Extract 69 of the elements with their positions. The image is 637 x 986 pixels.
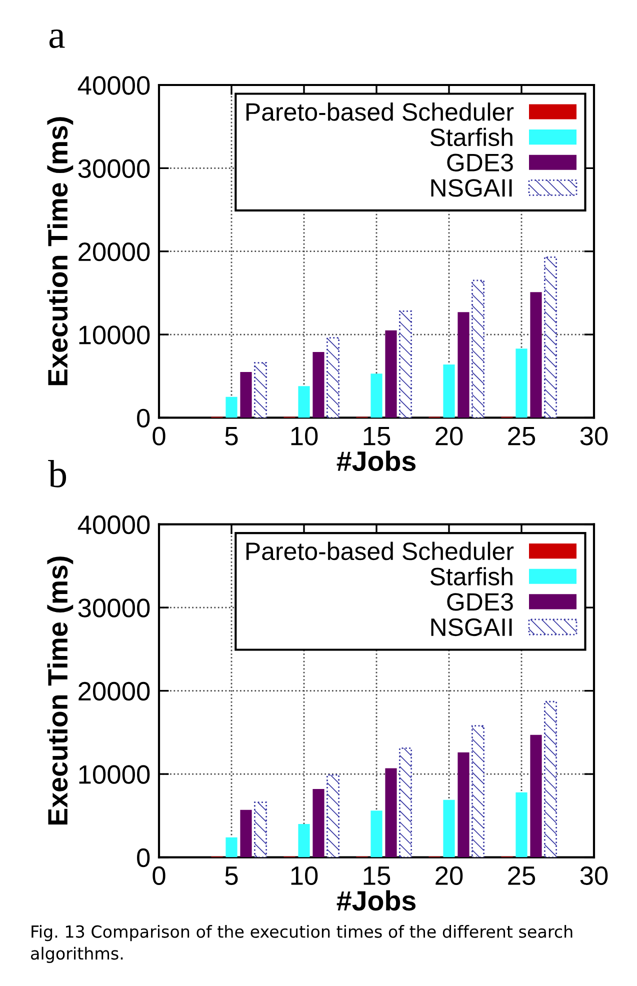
bar	[544, 700, 557, 858]
bar	[254, 802, 267, 858]
bar	[399, 310, 412, 418]
y-tick-label: 40000	[78, 76, 150, 95]
y-axis-title: Execution Time (ms)	[47, 556, 74, 825]
bar	[385, 768, 397, 858]
bar	[458, 312, 470, 418]
bar	[254, 362, 267, 418]
bar	[544, 256, 557, 418]
bar	[312, 352, 324, 418]
legend-label: GDE3	[447, 154, 513, 172]
y-tick-label: 0	[137, 408, 150, 428]
x-axis-title: #Jobs	[336, 890, 416, 911]
bar	[516, 348, 528, 418]
legend-label: Pareto-based Scheduler	[246, 102, 514, 121]
x-tick-label: 10	[291, 866, 318, 886]
bar	[298, 386, 310, 418]
x-tick-label: 10	[291, 426, 318, 446]
x-tick-label: 20	[436, 866, 463, 886]
bar	[530, 292, 542, 418]
bar	[226, 837, 238, 858]
bar	[326, 337, 340, 418]
legend-label: NSGAII	[431, 618, 512, 636]
x-tick-label: 30	[580, 426, 608, 446]
bar	[443, 364, 455, 418]
x-tick-label: 25	[508, 866, 536, 886]
bar	[240, 372, 252, 418]
y-tick-label: 20000	[78, 242, 150, 262]
x-tick-label: 25	[508, 426, 536, 446]
legend-label: Starfish	[430, 128, 512, 146]
caption: Fig. 13 Comparison of the execution times of the different search algorithms.	[31, 925, 572, 963]
legend-label: GDE3	[447, 593, 513, 611]
legend-label: Pareto-based Scheduler	[246, 542, 514, 560]
bar	[458, 752, 470, 858]
bar	[312, 789, 324, 858]
legend-label: Starfish	[430, 567, 512, 586]
bar	[385, 330, 397, 418]
bar	[370, 810, 382, 858]
x-tick-label: 5	[225, 866, 238, 886]
y-tick-label: 30000	[78, 159, 150, 178]
y-tick-label: 20000	[78, 682, 150, 701]
bar	[399, 748, 412, 858]
bar	[516, 792, 528, 858]
bar	[226, 396, 238, 418]
bar	[298, 824, 310, 858]
bar	[530, 734, 542, 858]
bar	[370, 374, 382, 418]
bar	[472, 280, 484, 418]
y-tick-label: 10000	[79, 765, 150, 784]
bar	[326, 774, 340, 858]
x-tick-label: 30	[580, 866, 608, 886]
bar	[443, 800, 455, 858]
bar	[472, 725, 484, 858]
chart-title: a	[49, 29, 65, 48]
x-tick-label: 5	[225, 427, 238, 446]
x-tick-label: 15	[364, 866, 390, 886]
y-tick-label: 0	[137, 848, 150, 868]
y-tick-label: 30000	[78, 598, 150, 618]
x-tick-label: 0	[152, 426, 166, 446]
y-tick-label: 40000	[78, 515, 150, 534]
y-tick-label: 10000	[79, 326, 150, 344]
legend-label: NSGAII	[431, 179, 512, 197]
x-tick-label: 0	[152, 866, 166, 886]
x-tick-label: 20	[436, 426, 463, 446]
x-tick-label: 15	[364, 427, 390, 446]
x-axis-title: #Jobs	[336, 450, 416, 472]
bar	[240, 810, 252, 858]
y-axis-title: Execution Time (ms)	[47, 117, 74, 386]
chart-title: b	[48, 460, 66, 488]
